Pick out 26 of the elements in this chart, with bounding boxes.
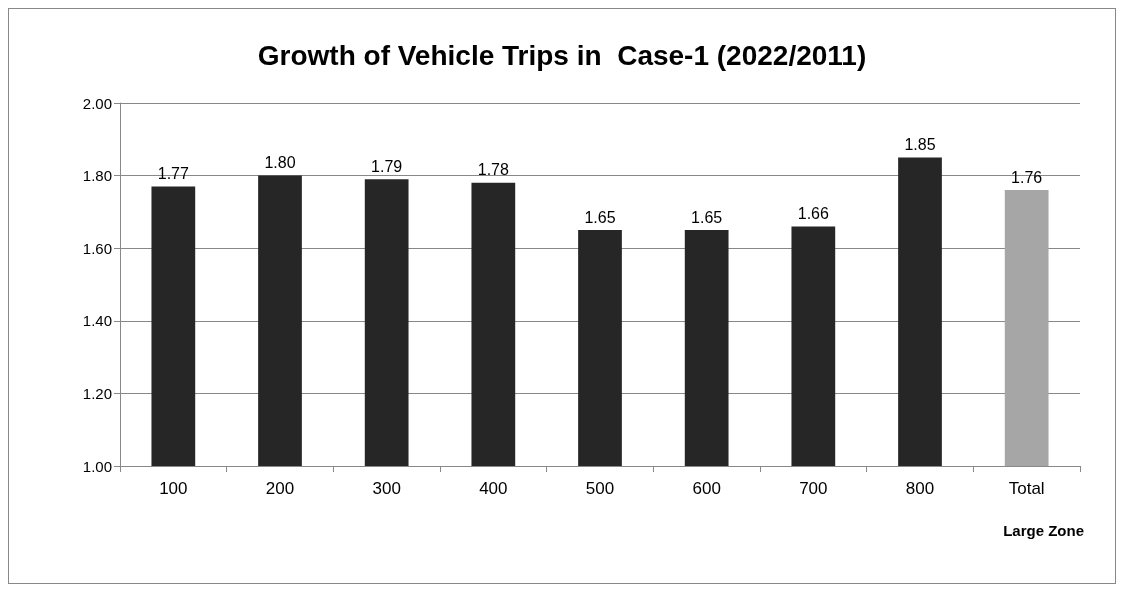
- x-tick-label: 700: [799, 479, 828, 498]
- data-label: 1.80: [264, 154, 296, 172]
- y-tick-label: 1.40: [82, 312, 112, 330]
- y-tick-label: 2.00: [82, 94, 112, 112]
- data-label: 1.65: [584, 208, 616, 226]
- x-tick-label: 500: [585, 479, 615, 498]
- x-tick-label: 300: [372, 479, 401, 498]
- y-tick-label: 1.00: [82, 457, 112, 475]
- x-tick-label: 200: [265, 479, 295, 498]
- data-label: 1.79: [371, 157, 403, 175]
- y-tick-label: 1.60: [82, 239, 112, 257]
- data-label: 1.85: [904, 135, 936, 153]
- y-tick-label: 1.20: [82, 384, 112, 402]
- x-tick-label: 400: [479, 479, 508, 498]
- y-tick-label: 1.80: [82, 167, 112, 185]
- data-label: 1.66: [797, 204, 830, 222]
- data-label: 1.65: [691, 208, 723, 226]
- x-tick-label: Total: [1008, 479, 1045, 498]
- data-label: 1.78: [477, 161, 510, 179]
- data-label: 1.76: [1011, 168, 1043, 186]
- chart-title: Growth of Vehicle Trips in Case-1 (2022/2011): [257, 39, 867, 71]
- x-tick-label: 800: [905, 479, 935, 498]
- data-label: 1.77: [157, 164, 190, 182]
- x-tick-label: 100: [159, 479, 188, 498]
- x-tick-label: 600: [692, 479, 721, 498]
- x-axis-title: Large Zone: [1003, 522, 1085, 539]
